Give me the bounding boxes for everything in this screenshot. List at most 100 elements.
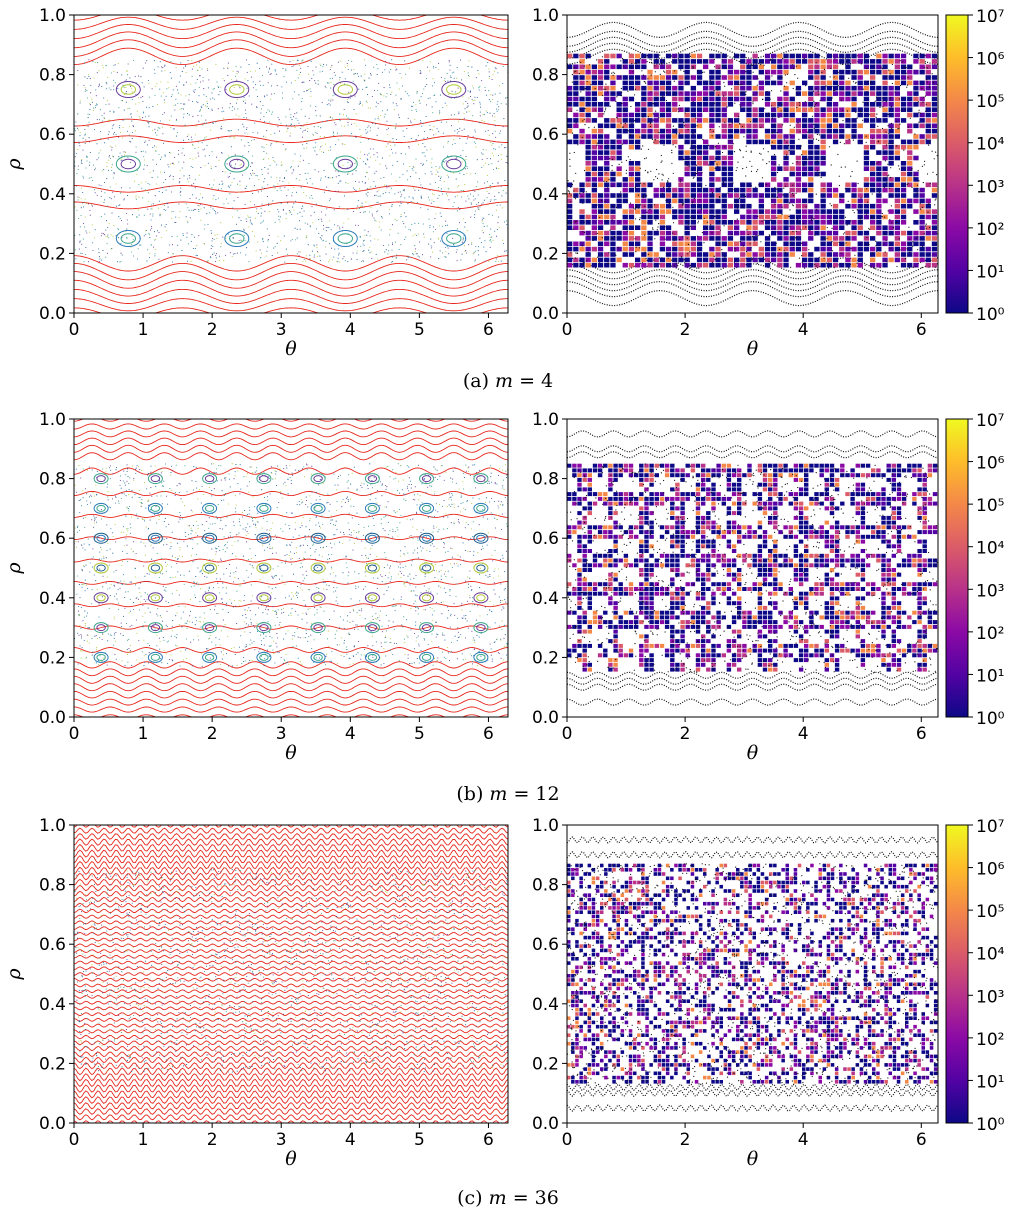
flux-surface-line <box>74 31 508 49</box>
orbit-point <box>630 105 632 108</box>
density-cell <box>678 182 684 188</box>
orbit-point <box>479 101 481 103</box>
orbit-point <box>304 222 306 224</box>
orbit-point <box>82 206 85 208</box>
density-cell <box>734 96 740 102</box>
density-cell <box>684 112 690 118</box>
density-cell <box>567 193 573 198</box>
orbit-point <box>265 255 267 257</box>
orbit-point <box>781 104 783 106</box>
orbit-point <box>381 71 383 73</box>
density-cell <box>665 203 672 209</box>
orbit-point <box>204 165 206 167</box>
orbit-point <box>688 119 690 122</box>
orbit-point <box>431 199 433 201</box>
orbit-point <box>752 103 754 105</box>
orbit-point <box>860 140 862 142</box>
orbit-point <box>266 196 268 198</box>
orbit-point <box>926 79 928 81</box>
orbit-point <box>209 212 211 214</box>
density-cell <box>919 198 925 204</box>
orbit-point <box>307 244 309 246</box>
orbit-point <box>87 125 89 127</box>
orbit-point <box>481 219 483 221</box>
density-cell <box>647 214 653 220</box>
orbit-point <box>79 240 81 242</box>
orbit-point <box>750 107 752 109</box>
orbit-point <box>405 236 407 238</box>
orbit-point <box>90 204 93 206</box>
orbit-point <box>843 143 846 145</box>
orbit-point <box>231 255 233 257</box>
orbit-point <box>277 235 279 237</box>
orbit-point <box>494 67 496 69</box>
orbit-point <box>347 182 349 184</box>
orbit-point <box>105 64 107 66</box>
orbit-point <box>77 113 79 115</box>
orbit-point <box>330 177 332 179</box>
orbit-point <box>175 119 177 122</box>
density-cell <box>820 64 826 70</box>
orbit-point <box>925 103 927 105</box>
density-cell <box>659 64 666 70</box>
density-cell <box>678 214 684 220</box>
density-cell <box>820 69 826 75</box>
orbit-point <box>396 68 398 70</box>
orbit-point <box>113 173 115 175</box>
orbit-point <box>310 215 312 217</box>
orbit-point <box>339 120 341 122</box>
density-cell <box>715 144 721 150</box>
density-cell <box>672 128 678 134</box>
orbit-point <box>337 257 339 259</box>
orbit-point <box>356 157 359 159</box>
orbit-point <box>830 205 833 207</box>
orbit-point <box>152 105 154 107</box>
density-cell <box>808 198 814 204</box>
orbit-line <box>567 263 938 280</box>
orbit-point <box>464 108 466 110</box>
orbit-point <box>661 179 663 181</box>
orbit-point <box>246 247 248 249</box>
density-cell <box>709 252 715 257</box>
density-cell <box>789 80 795 86</box>
density-cell <box>919 102 925 107</box>
density-cell <box>857 112 863 118</box>
orbit-point <box>77 199 79 201</box>
orbit-point <box>684 162 687 164</box>
density-cell <box>894 144 900 150</box>
orbit-point <box>317 83 319 85</box>
density-cell <box>820 85 826 91</box>
orbit-point <box>465 142 467 144</box>
density-cell <box>715 96 721 102</box>
density-cell <box>585 75 591 80</box>
orbit-point <box>330 81 332 84</box>
orbit-point <box>243 117 245 119</box>
density-cell <box>647 80 653 86</box>
density-cell <box>579 134 585 139</box>
orbit-point <box>85 89 87 91</box>
orbit-point <box>468 97 470 99</box>
orbit-point <box>252 172 254 174</box>
density-cell <box>628 262 635 268</box>
density-cell <box>604 123 610 129</box>
orbit-point <box>363 79 365 81</box>
density-cell <box>894 96 900 102</box>
density-cell <box>740 64 746 70</box>
orbit-point <box>131 243 133 245</box>
orbit-point <box>483 165 485 167</box>
orbit-point <box>459 118 461 121</box>
orbit-point <box>344 260 346 262</box>
orbit-point <box>225 237 227 239</box>
orbit-point <box>409 256 411 258</box>
orbit-point <box>156 230 158 232</box>
orbit-point <box>466 172 468 175</box>
density-cell <box>715 150 721 155</box>
density-cell <box>709 128 715 134</box>
y-tick-label: 0.8 <box>39 66 66 86</box>
orbit-point <box>403 189 405 191</box>
orbit-point <box>488 260 490 262</box>
orbit-point <box>296 253 298 255</box>
density-cell <box>597 230 604 236</box>
orbit-point <box>344 78 346 80</box>
orbit-point <box>472 195 475 197</box>
